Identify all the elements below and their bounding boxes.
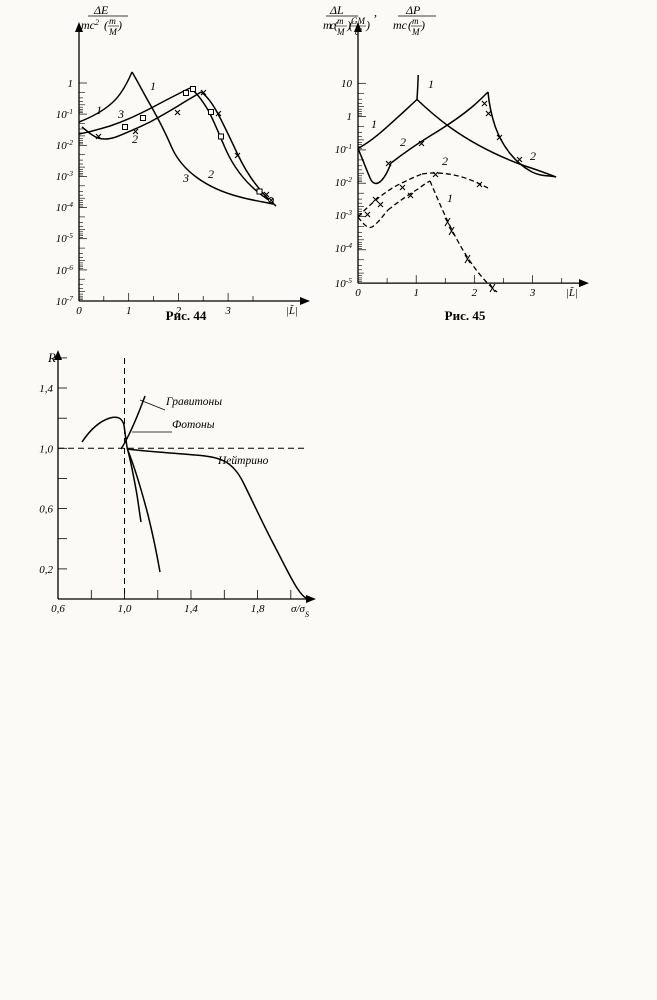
- svg-text:ΔP: ΔP: [405, 3, 421, 17]
- svg-text:Рис. 44: Рис. 44: [166, 308, 207, 323]
- svg-text:Нейтрино: Нейтрино: [217, 454, 269, 467]
- svg-text:1: 1: [126, 305, 132, 317]
- svg-text:3: 3: [224, 305, 231, 317]
- svg-text:ΔL: ΔL: [329, 3, 344, 17]
- svg-text:10-6: 10-6: [56, 263, 73, 278]
- svg-text:Рис. 45: Рис. 45: [445, 308, 486, 323]
- svg-text:|L̃|: |L̃|: [566, 286, 578, 299]
- svg-text:|L̃|: |L̃|: [286, 304, 298, 317]
- svg-text:10-3: 10-3: [335, 208, 352, 223]
- svg-text:,: ,: [374, 5, 377, 19]
- svg-text:2: 2: [400, 135, 406, 149]
- svg-text:1: 1: [447, 191, 453, 205]
- svg-text:1,0: 1,0: [118, 603, 132, 615]
- svg-text:M: M: [108, 28, 118, 38]
- svg-text:1: 1: [413, 287, 419, 299]
- svg-text:M: M: [411, 27, 420, 37]
- svg-text:10-1: 10-1: [56, 107, 73, 122]
- svg-text:1: 1: [371, 117, 377, 131]
- svg-text:10-3: 10-3: [56, 169, 73, 184]
- svg-text:1: 1: [68, 78, 74, 90]
- svg-text:10-1: 10-1: [335, 142, 352, 157]
- svg-text:2: 2: [442, 154, 448, 168]
- svg-text:10-4: 10-4: [335, 241, 352, 256]
- svg-text:1,8: 1,8: [251, 603, 265, 615]
- svg-text:R: R: [47, 350, 56, 365]
- svg-text:m: m: [337, 16, 344, 26]
- svg-text:10-4: 10-4: [56, 200, 73, 215]
- svg-text:1,4: 1,4: [184, 603, 198, 615]
- svg-text:1: 1: [96, 103, 102, 117]
- svg-text:1: 1: [150, 79, 156, 93]
- svg-text:10-5: 10-5: [56, 231, 73, 246]
- svg-text:): ): [365, 18, 370, 32]
- svg-text:0,2: 0,2: [39, 564, 53, 576]
- svg-text:0,6: 0,6: [51, 603, 65, 615]
- svg-text:1: 1: [347, 111, 353, 123]
- svg-text:1: 1: [428, 77, 434, 91]
- svg-text:GM: GM: [351, 16, 365, 26]
- svg-text:2: 2: [472, 287, 478, 299]
- svg-text:3: 3: [182, 171, 189, 185]
- svg-text:10-7: 10-7: [56, 294, 73, 309]
- svg-text:mc: mc: [393, 18, 408, 32]
- svg-text:0: 0: [355, 287, 361, 299]
- svg-text:): ): [117, 18, 122, 32]
- svg-text:1,0: 1,0: [39, 443, 53, 455]
- svg-text:2: 2: [208, 167, 214, 181]
- svg-text:Фотоны: Фотоны: [172, 419, 215, 431]
- svg-text:0: 0: [76, 305, 82, 317]
- svg-text:3: 3: [529, 287, 536, 299]
- svg-text:10-2: 10-2: [56, 138, 73, 153]
- svg-text:1,4: 1,4: [39, 383, 53, 395]
- svg-text:2: 2: [530, 149, 536, 163]
- svg-text:10: 10: [341, 78, 353, 90]
- svg-text:10-2: 10-2: [335, 175, 352, 190]
- svg-text:mc2: mc2: [81, 18, 99, 33]
- svg-text:m: m: [412, 16, 419, 26]
- svg-text:): ): [420, 18, 425, 32]
- svg-text:σ/σS: σ/σS: [291, 603, 309, 619]
- svg-text:ΔE: ΔE: [93, 3, 109, 17]
- svg-text:3: 3: [117, 107, 124, 121]
- svg-text:2: 2: [132, 132, 138, 146]
- svg-text:m: m: [109, 17, 116, 27]
- svg-text:10-5: 10-5: [335, 276, 352, 291]
- svg-text:Гравитоны: Гравитоны: [165, 396, 222, 408]
- svg-text:c2: c2: [355, 27, 362, 37]
- svg-text:0,6: 0,6: [39, 504, 53, 516]
